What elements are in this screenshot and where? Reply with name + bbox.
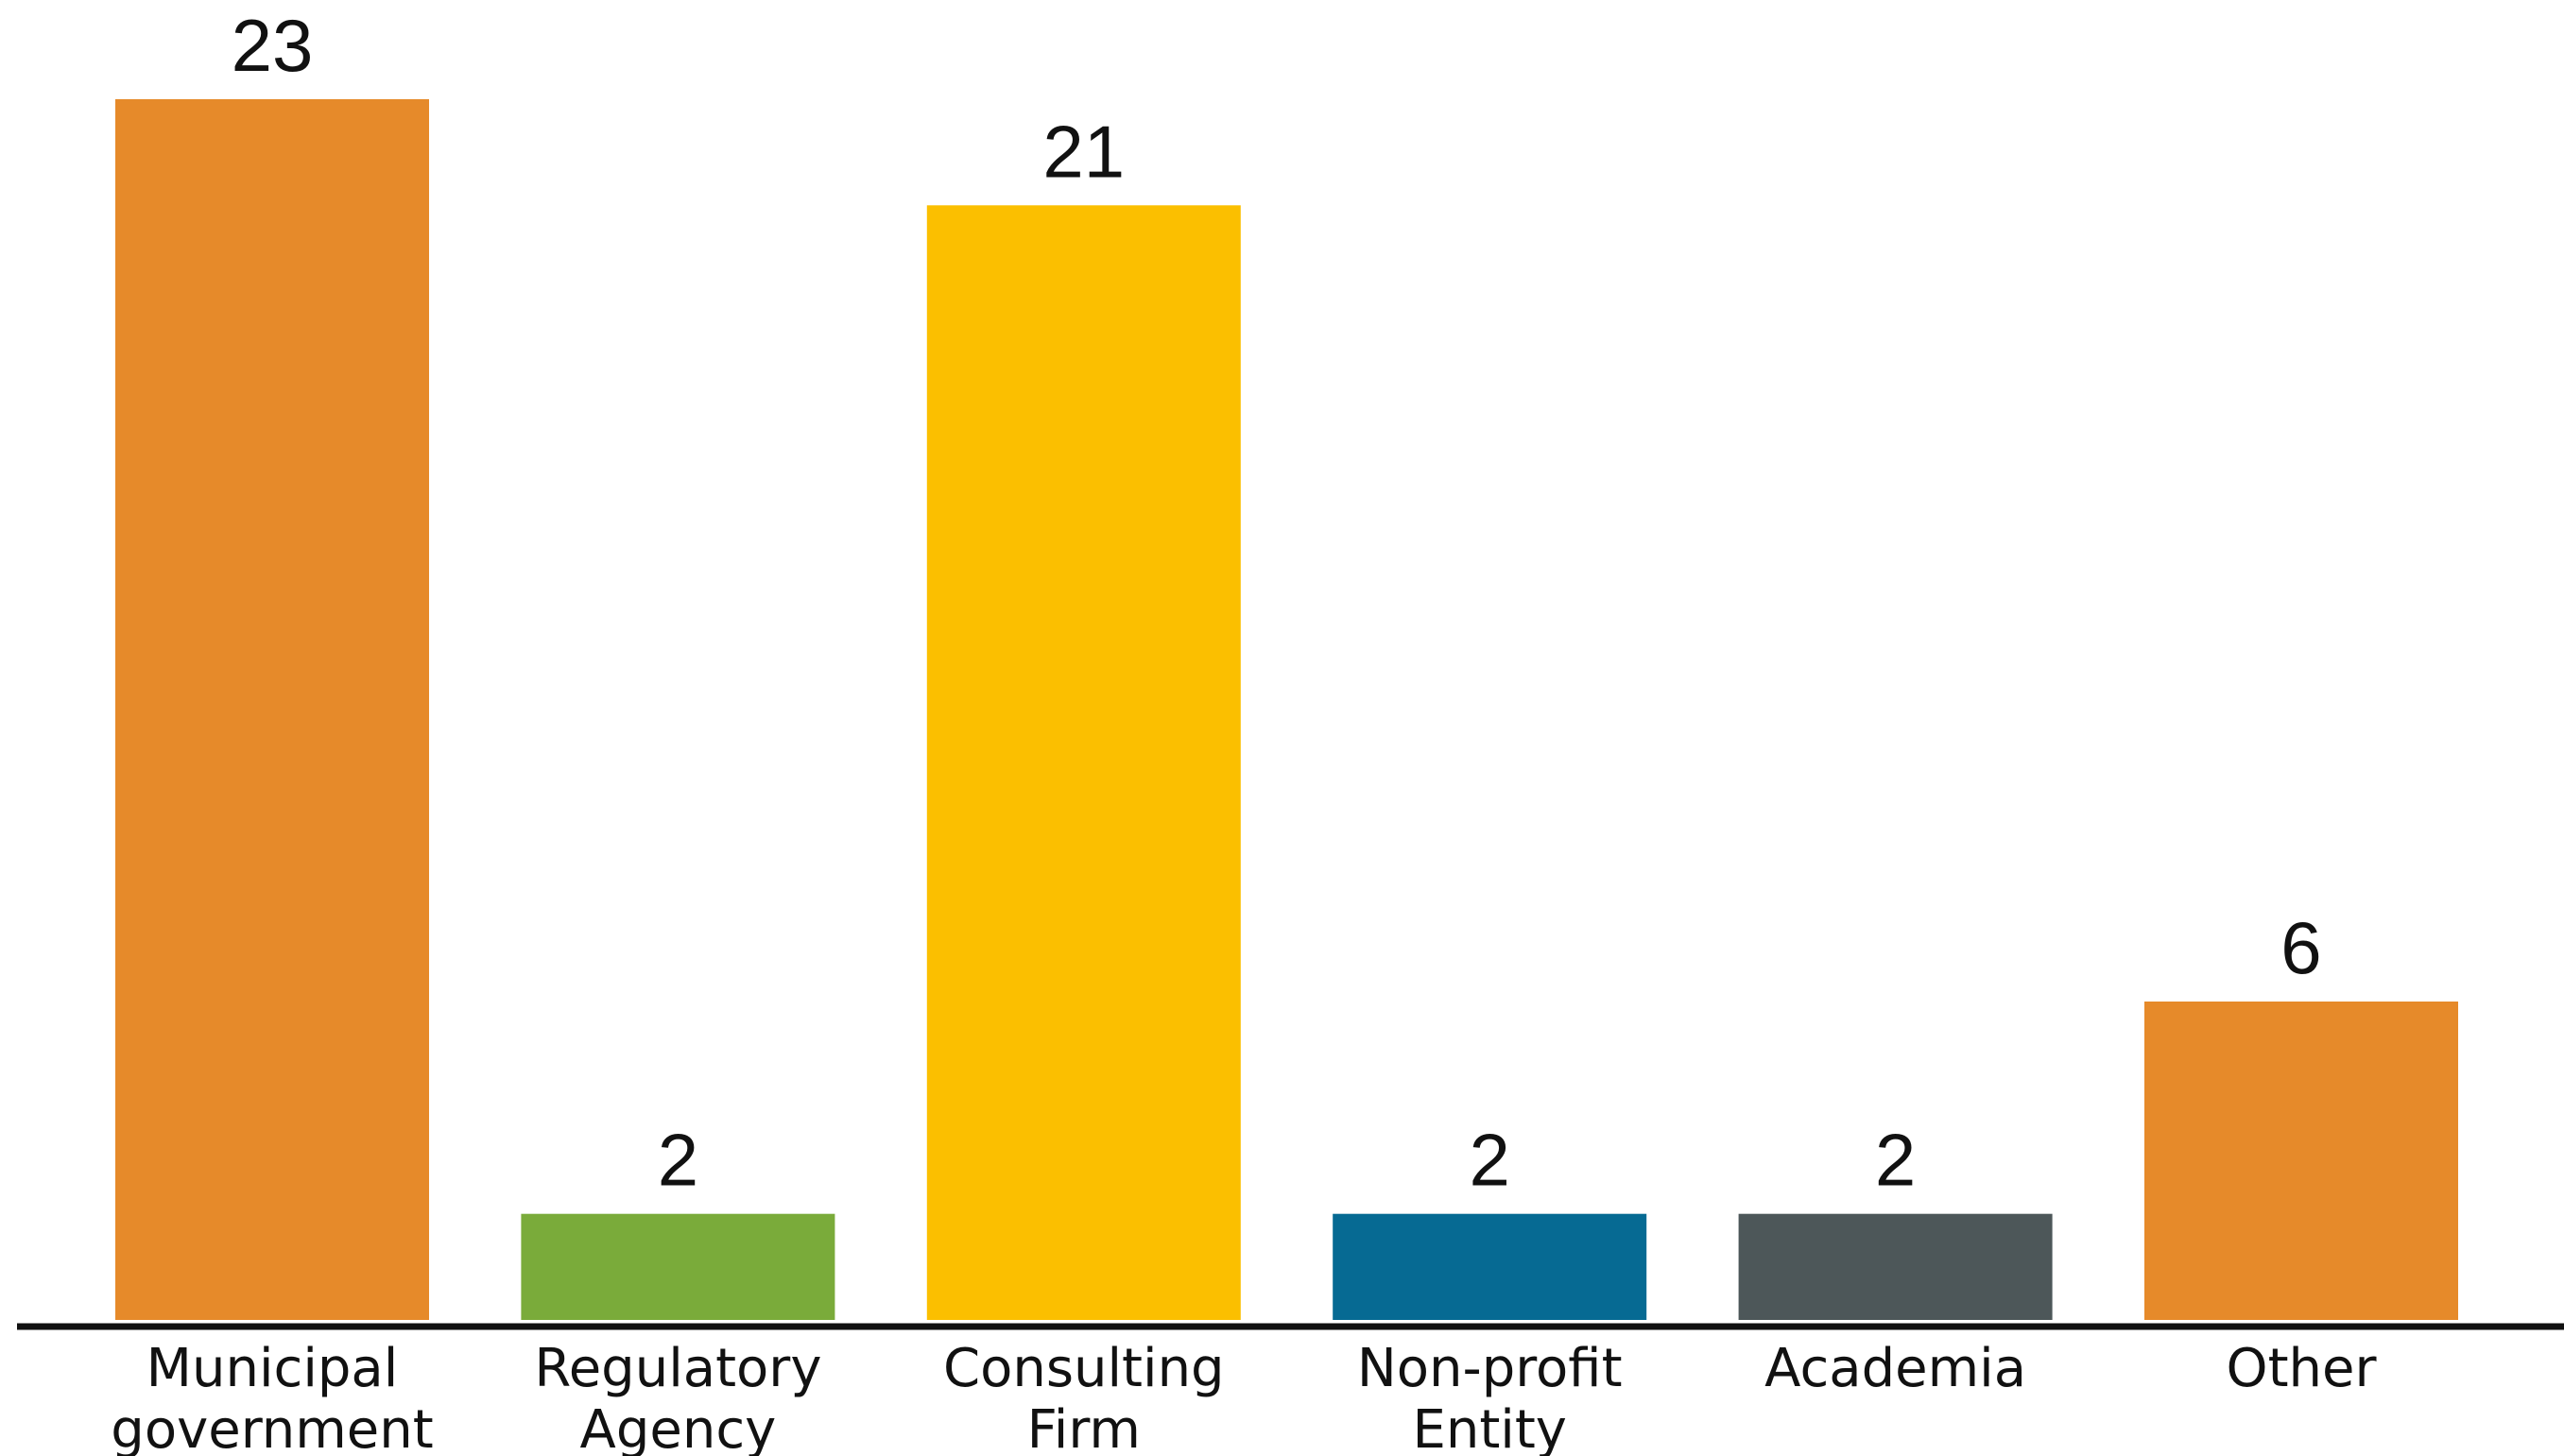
bar-1	[521, 1213, 835, 1320]
category-label-0-line-1: government	[111, 1399, 433, 1456]
category-label-5-line-0: Other	[2226, 1338, 2377, 1399]
value-label-3: 2	[1470, 1119, 1510, 1202]
value-label-0: 23	[232, 4, 314, 87]
category-label-2-line-1: Firm	[1027, 1399, 1141, 1456]
category-label-3-line-1: Entity	[1412, 1399, 1567, 1456]
bar-2	[926, 205, 1241, 1320]
bars-layer	[115, 99, 2458, 1320]
category-label-4-line-0: Academia	[1764, 1338, 2026, 1399]
value-label-2: 21	[1042, 110, 1125, 193]
category-label-0-line-0: Municipal	[146, 1338, 399, 1399]
category-label-1-line-0: Regulatory	[534, 1338, 821, 1399]
bar-0	[115, 99, 429, 1320]
category-label-1-line-1: Agency	[580, 1399, 777, 1456]
value-label-4: 2	[1875, 1119, 1916, 1202]
bar-5	[2144, 1002, 2458, 1320]
category-label-3-line-0: Non-profit	[1357, 1338, 1623, 1399]
bar-3	[1333, 1213, 1647, 1320]
category-label-2-line-0: Consulting	[943, 1338, 1225, 1399]
value-label-5: 6	[2280, 906, 2321, 989]
bar-4	[1738, 1213, 2053, 1320]
value-label-1: 2	[658, 1119, 698, 1202]
